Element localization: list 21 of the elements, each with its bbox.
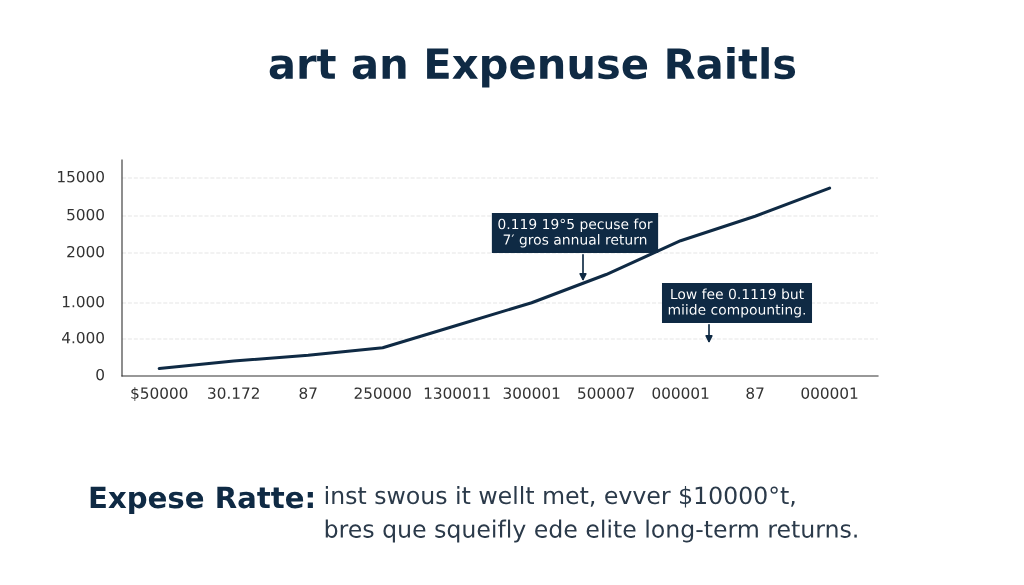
- x-tick-label: 500007: [578, 387, 634, 399]
- text: inst swous it wellt met, evver $10000°t, bres que squeifly ede elite long-term returns.: [325, 486, 857, 543]
- text: 4.000: [62, 331, 104, 344]
- text: 1.000: [62, 295, 104, 308]
- x-tick-label: 300001: [503, 387, 560, 399]
- text: Expese Ratte:: [90, 486, 313, 515]
- x-tick-label: 87: [299, 387, 317, 399]
- annotation: Low fee 0.1119 but miide compounting.: [668, 288, 805, 318]
- text: 15000: [58, 170, 104, 183]
- text: 0: [96, 368, 104, 381]
- x-tick-label: 87: [746, 387, 764, 399]
- x-tick-label: 30.172: [208, 387, 259, 399]
- x-tick-label: 250000: [354, 387, 411, 399]
- x-tick-label: 000001: [801, 387, 858, 399]
- chart-title: art an Expenuse Raitls: [269, 47, 796, 88]
- annotation: 0.119 19°5 pecuse for 7′ gros annual return: [498, 218, 653, 248]
- x-tick-label: 000001: [652, 387, 709, 399]
- text: 2000: [67, 245, 104, 258]
- text: 5000: [67, 208, 104, 221]
- x-tick-label: 1300011: [424, 387, 490, 399]
- x-tick-label: $50000: [131, 387, 188, 401]
